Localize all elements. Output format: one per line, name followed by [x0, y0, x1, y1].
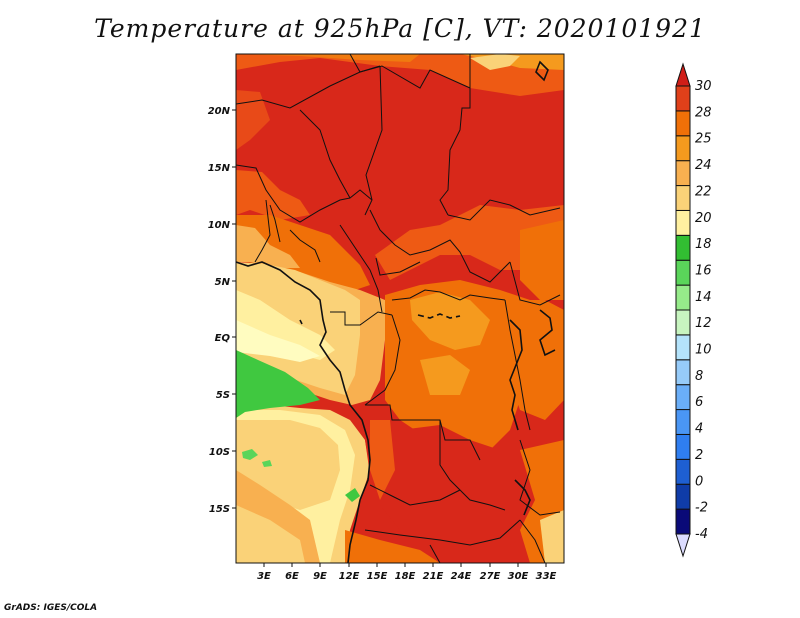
colorbar-label: 6 [695, 395, 703, 410]
lat-label: 5N [215, 277, 231, 288]
colorbar-label: 2 [695, 448, 703, 463]
colorbar-label: -2 [695, 501, 708, 516]
colorbar-label: 4 [695, 422, 703, 437]
coastlines [236, 60, 556, 563]
colorbar-segment [675, 259, 691, 286]
grads-credit: GrADS: IGES/COLA [4, 603, 98, 613]
lon-label: 6E [285, 571, 299, 582]
colorbar-segment [675, 359, 691, 386]
lon-label: 21E [423, 571, 444, 582]
colorbar-label: 18 [695, 237, 712, 252]
lat-label: 15S [209, 504, 230, 515]
lon-axis: 3E 6E 9E 12E 15E 18E 21E 24E 27E 30E 33E [257, 563, 557, 582]
colorbar-segment [675, 483, 691, 510]
map-title: Temperature at 925hPa [C], VT: 202010192… [94, 14, 706, 43]
colorbar-label: 30 [695, 79, 712, 94]
colorbar-segment [675, 110, 691, 137]
colorbar-label: 25 [695, 132, 712, 147]
lon-label: 15E [367, 571, 388, 582]
lon-label: 9E [313, 571, 327, 582]
lon-label: 24E [451, 571, 472, 582]
colorbar-low-triangle [675, 533, 691, 558]
lon-label: 27E [480, 571, 501, 582]
colorbar-segment [675, 384, 691, 411]
lat-label: 10N [208, 220, 231, 231]
colorbar-label: -4 [695, 527, 708, 542]
colorbar-segment [675, 185, 691, 211]
lat-axis: 20N 15N 10N 5N EQ 5S 10S 15S [208, 106, 236, 515]
country-borders [236, 54, 561, 563]
colorbar-label: 12 [695, 316, 712, 331]
colorbar-segment [675, 209, 691, 236]
lon-label: 18E [395, 571, 416, 582]
colorbar-segment [675, 234, 691, 261]
lon-label: 12E [339, 571, 360, 582]
colorbar-segment [675, 458, 691, 485]
lon-label: 33E [536, 571, 557, 582]
colorbar-label: 24 [695, 158, 712, 173]
lat-label: EQ [215, 333, 231, 344]
colorbar-segment [675, 135, 691, 162]
colorbar-high-triangle [675, 62, 691, 87]
temperature-field [236, 54, 564, 563]
colorbar-segment [675, 508, 691, 535]
map-frame [235, 53, 565, 564]
colorbar-segment [675, 284, 691, 311]
colorbar-segment [675, 433, 691, 460]
lat-label: 20N [208, 106, 231, 117]
colorbar-label: 16 [695, 263, 712, 278]
colorbar-segment [675, 309, 691, 336]
lat-label: 5S [216, 390, 230, 401]
colorbar-label: 20 [695, 211, 712, 226]
colorbar-label: 22 [695, 184, 712, 199]
lon-label: 30E [508, 571, 529, 582]
colorbar-segment [675, 160, 691, 187]
colorbar-label: 10 [695, 343, 712, 358]
colorbar-segment [675, 85, 691, 112]
colorbar-label: 8 [695, 369, 703, 384]
colorbar-segment [675, 409, 691, 435]
lat-label: 15N [208, 163, 231, 174]
lat-label: 10S [209, 447, 230, 458]
colorbar-label: 0 [695, 474, 703, 489]
colorbar-label: 14 [695, 290, 712, 305]
lon-label: 3E [257, 571, 271, 582]
colorbar-segment [675, 334, 691, 361]
colorbar-label: 28 [695, 105, 712, 120]
